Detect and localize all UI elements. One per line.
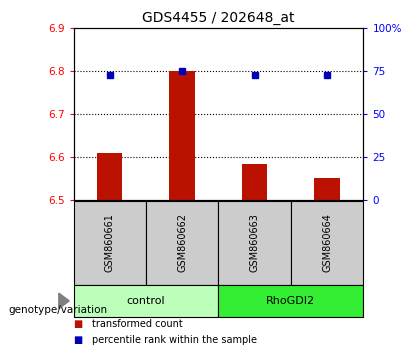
Bar bbox=[218, 285, 363, 317]
Text: RhoGDI2: RhoGDI2 bbox=[266, 296, 315, 306]
Bar bbox=[74, 285, 218, 317]
Bar bbox=[315, 178, 340, 200]
Title: GDS4455 / 202648_at: GDS4455 / 202648_at bbox=[142, 11, 295, 24]
Text: GSM860662: GSM860662 bbox=[177, 213, 187, 272]
Text: percentile rank within the sample: percentile rank within the sample bbox=[92, 335, 257, 345]
Bar bbox=[74, 201, 146, 285]
Text: ■: ■ bbox=[74, 319, 83, 329]
Text: GSM860664: GSM860664 bbox=[322, 213, 332, 272]
Text: transformed count: transformed count bbox=[92, 319, 183, 329]
Bar bbox=[291, 201, 363, 285]
Text: control: control bbox=[127, 296, 165, 306]
Bar bbox=[146, 201, 218, 285]
Bar bbox=[242, 164, 267, 200]
Text: genotype/variation: genotype/variation bbox=[8, 305, 108, 315]
Text: GSM860663: GSM860663 bbox=[249, 213, 260, 272]
Bar bbox=[97, 153, 122, 200]
Text: GSM860661: GSM860661 bbox=[105, 213, 115, 272]
Bar bbox=[170, 71, 195, 200]
Bar bbox=[218, 201, 291, 285]
Text: ■: ■ bbox=[74, 335, 83, 345]
